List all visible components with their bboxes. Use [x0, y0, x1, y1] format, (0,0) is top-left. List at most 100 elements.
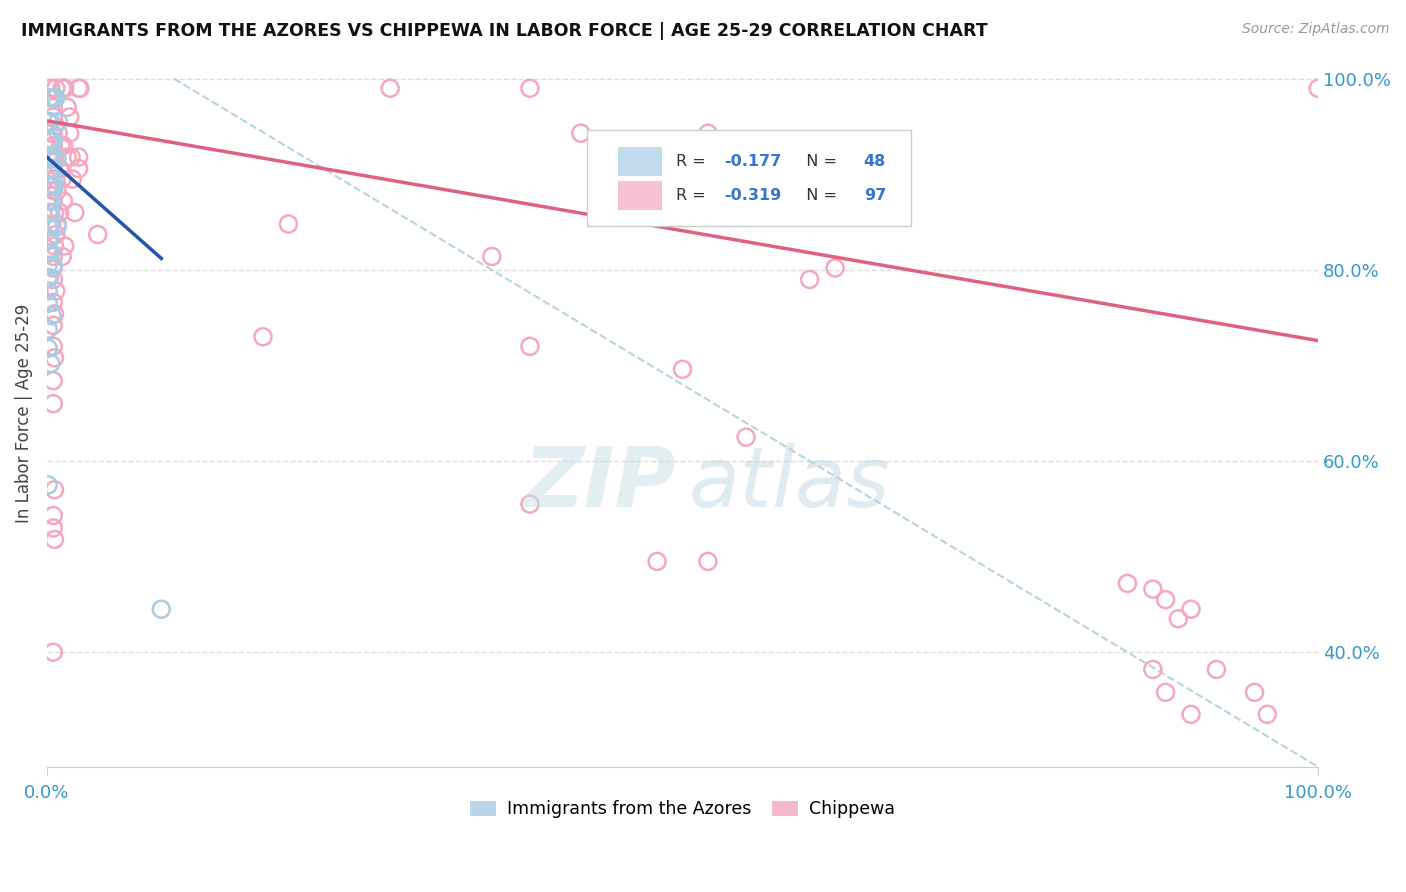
Point: [46, 114, 69, 128]
Y-axis label: In Labor Force | Age 25-29: In Labor Force | Age 25-29: [15, 303, 32, 523]
Point: [44, 239, 66, 253]
Point: [44, 150, 66, 164]
Point: [42, 397, 65, 411]
Point: [1243, 685, 1265, 699]
Point: [44, 533, 66, 547]
Point: [46, 219, 69, 234]
Point: [45, 227, 67, 242]
Point: [48, 205, 70, 219]
Point: [42, 521, 65, 535]
Point: [60, 172, 83, 186]
Point: [38, 91, 60, 105]
Point: [52, 194, 75, 208]
Point: [39, 219, 62, 234]
Point: [46, 152, 69, 166]
Point: [44, 205, 66, 219]
Point: [67, 161, 90, 176]
Point: [42, 508, 65, 523]
Point: [53, 239, 76, 253]
Point: [519, 497, 541, 511]
Point: [87, 227, 110, 242]
Point: [519, 339, 541, 353]
Point: [150, 602, 173, 616]
Point: [38, 270, 60, 285]
Point: [52, 81, 75, 95]
Point: [378, 81, 401, 95]
Point: [59, 126, 82, 140]
Point: [824, 260, 846, 275]
Point: [41, 152, 63, 166]
Point: [1142, 662, 1164, 676]
Point: [569, 126, 592, 140]
Point: [39, 134, 62, 148]
Point: [38, 232, 60, 246]
Point: [59, 110, 82, 124]
Point: [41, 126, 63, 140]
Point: [1167, 612, 1189, 626]
Point: [42, 138, 65, 153]
Point: [41, 150, 63, 164]
Point: [42, 260, 65, 275]
Text: IMMIGRANTS FROM THE AZORES VS CHIPPEWA IN LABOR FORCE | AGE 25-29 CORRELATION CH: IMMIGRANTS FROM THE AZORES VS CHIPPEWA I…: [21, 22, 987, 40]
Point: [44, 91, 66, 105]
Point: [44, 351, 66, 365]
Point: [46, 126, 69, 140]
Point: [39, 81, 62, 95]
Point: [42, 250, 65, 264]
Point: [1308, 81, 1330, 95]
Point: [41, 309, 63, 323]
Point: [42, 318, 65, 333]
Point: [39, 114, 62, 128]
Point: [38, 178, 60, 193]
Text: -0.177: -0.177: [724, 154, 782, 169]
Point: [37, 134, 59, 148]
Point: [39, 162, 62, 177]
Point: [37, 322, 59, 336]
Point: [38, 194, 60, 208]
Point: [42, 184, 65, 198]
Point: [51, 81, 73, 95]
Point: [46, 184, 69, 198]
Point: [37, 178, 59, 193]
Point: [37, 258, 59, 272]
Point: [1180, 707, 1202, 722]
Point: [53, 81, 76, 95]
Point: [41, 172, 63, 186]
Point: [252, 330, 274, 344]
Point: [697, 126, 720, 140]
Point: [1154, 592, 1177, 607]
Point: [481, 250, 503, 264]
Point: [52, 138, 75, 153]
Point: [51, 250, 73, 264]
Point: [519, 81, 541, 95]
Point: [46, 217, 69, 231]
Point: [49, 138, 72, 153]
Point: [42, 645, 65, 659]
Point: [45, 284, 67, 298]
Point: [37, 205, 59, 219]
Text: Source: ZipAtlas.com: Source: ZipAtlas.com: [1241, 22, 1389, 37]
Legend: Immigrants from the Azores, Chippewa: Immigrants from the Azores, Chippewa: [464, 794, 901, 825]
Point: [1154, 685, 1177, 699]
Point: [37, 478, 59, 492]
Point: [277, 217, 299, 231]
Point: [56, 150, 79, 164]
Point: [37, 284, 59, 298]
Point: [42, 272, 65, 286]
Point: [37, 194, 59, 208]
Text: atlas: atlas: [689, 443, 890, 524]
Text: 97: 97: [863, 188, 886, 202]
Point: [38, 152, 60, 166]
Point: [735, 172, 758, 186]
Point: [1116, 576, 1139, 591]
Point: [60, 150, 83, 164]
Point: [42, 100, 65, 114]
Point: [67, 150, 90, 164]
Point: [41, 178, 63, 193]
FancyBboxPatch shape: [617, 147, 662, 176]
Point: [45, 81, 67, 95]
Point: [45, 91, 67, 105]
Point: [42, 339, 65, 353]
Point: [42, 110, 65, 124]
Point: [42, 374, 65, 388]
